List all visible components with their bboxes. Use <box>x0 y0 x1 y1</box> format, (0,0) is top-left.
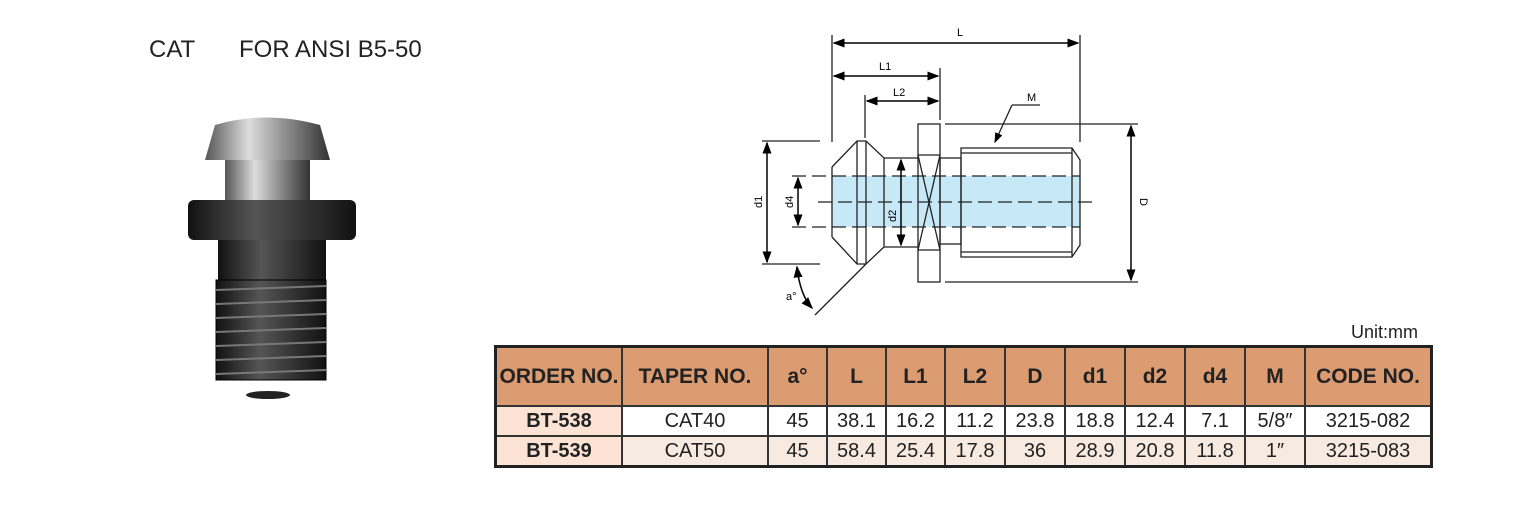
dim-angle: a° <box>786 291 797 303</box>
cell: 45 <box>767 435 828 468</box>
cell: 12.4 <box>1124 405 1186 437</box>
col-code-no: CODE NO. <box>1304 345 1433 407</box>
dim-L1: L1 <box>879 61 891 73</box>
cell: 16.2 <box>885 405 946 437</box>
cell: 5/8″ <box>1244 405 1306 437</box>
cell-code-no: 3215-082 <box>1304 405 1433 437</box>
cell: 18.8 <box>1064 405 1126 437</box>
dim-d4: d4 <box>784 196 796 208</box>
table-row: BT-538 CAT40 45 38.1 16.2 11.2 23.8 18.8… <box>494 405 1433 437</box>
cell: CAT40 <box>621 405 769 437</box>
col-d1: d1 <box>1064 345 1126 407</box>
cell: 45 <box>767 405 828 437</box>
table-row: BT-539 CAT50 45 58.4 25.4 17.8 36 28.9 2… <box>494 435 1433 468</box>
cell: 38.1 <box>826 405 887 437</box>
pull-stud-photo <box>188 117 356 399</box>
col-M: M <box>1244 345 1306 407</box>
dim-d1: d1 <box>753 196 765 208</box>
dim-M: M <box>1027 92 1036 104</box>
table-header-row: ORDER NO. TAPER NO. a° L L1 L2 D d1 d2 d… <box>494 345 1433 407</box>
dim-D: D <box>1137 198 1149 206</box>
cell: 58.4 <box>826 435 887 468</box>
cell: 11.8 <box>1184 435 1246 468</box>
col-L: L <box>826 345 887 407</box>
cell: 17.8 <box>944 435 1006 468</box>
cell: 28.9 <box>1064 435 1126 468</box>
col-L1: L1 <box>885 345 946 407</box>
col-D: D <box>1004 345 1066 407</box>
col-angle: a° <box>767 345 828 407</box>
col-order-no: ORDER NO. <box>494 345 623 407</box>
cell: 25.4 <box>885 435 946 468</box>
col-taper-no: TAPER NO. <box>621 345 769 407</box>
page-title: FOR ANSI B5-50 <box>239 36 422 63</box>
dim-d2: d2 <box>887 210 899 222</box>
dim-L2: L2 <box>893 87 905 99</box>
col-L2: L2 <box>944 345 1006 407</box>
cell: 20.8 <box>1124 435 1186 468</box>
dim-L: L <box>957 27 963 39</box>
prefix-label: CAT <box>149 36 196 63</box>
cell: 7.1 <box>1184 405 1246 437</box>
cell: 23.8 <box>1004 405 1066 437</box>
cell: CAT50 <box>621 435 769 468</box>
spec-table: ORDER NO. TAPER NO. a° L L1 L2 D d1 d2 d… <box>494 345 1433 468</box>
unit-label: Unit:mm <box>1351 322 1418 342</box>
col-d4: d4 <box>1184 345 1246 407</box>
cell-order-no: BT-538 <box>494 405 623 437</box>
col-d2: d2 <box>1124 345 1186 407</box>
pull-stud-diagram: L L1 L2 M d1 d4 d2 D a° <box>753 27 1149 316</box>
cell: 11.2 <box>944 405 1006 437</box>
cell-code-no: 3215-083 <box>1304 435 1433 468</box>
cell-order-no: BT-539 <box>494 435 623 468</box>
cell: 1″ <box>1244 435 1306 468</box>
cell: 36 <box>1004 435 1066 468</box>
